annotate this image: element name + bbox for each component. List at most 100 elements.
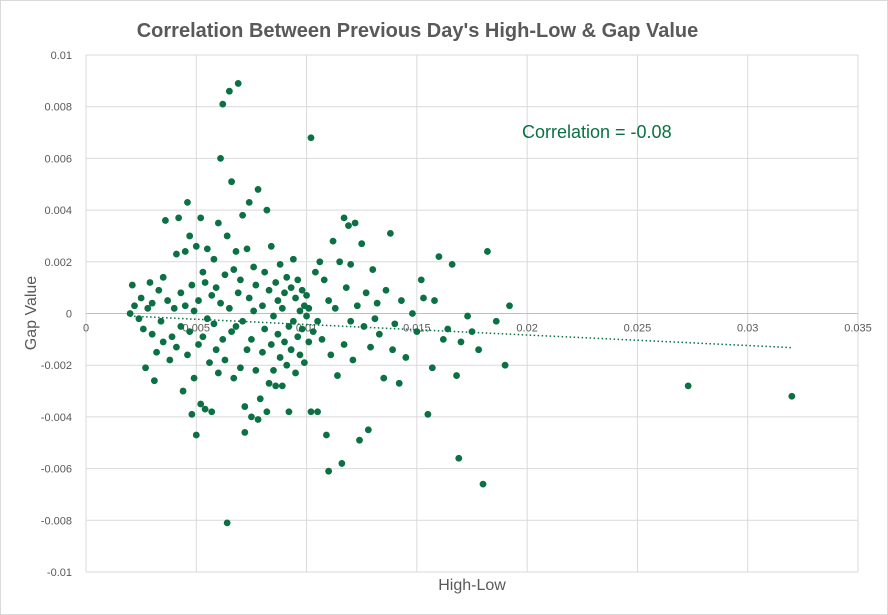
data-point xyxy=(256,395,264,403)
data-point xyxy=(192,242,200,250)
data-point xyxy=(237,276,244,284)
data-point xyxy=(455,454,463,462)
y-tick-label: -0.01 xyxy=(47,567,72,579)
data-point xyxy=(320,276,328,284)
data-point xyxy=(177,289,185,297)
data-point xyxy=(351,219,359,227)
data-point xyxy=(340,214,348,222)
data-point xyxy=(362,289,370,297)
data-point xyxy=(292,294,299,302)
data-point xyxy=(128,281,136,289)
data-point xyxy=(261,268,269,276)
data-point xyxy=(252,281,260,289)
data-point xyxy=(157,317,165,325)
data-point xyxy=(166,356,174,364)
data-point xyxy=(212,284,220,292)
data-point xyxy=(234,80,242,87)
data-point xyxy=(232,248,240,255)
data-point xyxy=(285,323,293,330)
data-point xyxy=(276,354,284,361)
data-point xyxy=(457,338,465,346)
data-point xyxy=(492,317,500,325)
data-point xyxy=(318,335,326,343)
data-point xyxy=(311,268,319,276)
data-point xyxy=(453,372,460,379)
data-point xyxy=(219,335,227,343)
data-point xyxy=(274,330,282,338)
data-point xyxy=(265,379,273,387)
data-point xyxy=(234,289,242,297)
data-point xyxy=(170,304,178,312)
data-point xyxy=(349,356,357,364)
data-point xyxy=(391,320,399,328)
data-point xyxy=(314,317,321,325)
data-point xyxy=(239,211,247,219)
data-point xyxy=(188,410,196,418)
data-point xyxy=(272,279,280,286)
data-point xyxy=(153,348,160,356)
data-point xyxy=(263,206,271,214)
y-tick-label: 0 xyxy=(66,309,72,321)
data-point xyxy=(283,361,291,369)
data-point xyxy=(287,346,295,354)
data-point xyxy=(329,237,337,245)
data-point xyxy=(323,431,330,439)
data-point xyxy=(283,273,291,281)
gridlines xyxy=(85,54,859,573)
data-point xyxy=(305,304,313,312)
data-point xyxy=(148,299,156,307)
data-point xyxy=(248,413,255,421)
data-point xyxy=(389,346,396,354)
data-point xyxy=(296,307,304,315)
data-point xyxy=(162,217,169,224)
data-point xyxy=(342,284,350,292)
data-point xyxy=(270,366,277,374)
data-point xyxy=(475,346,483,354)
data-point xyxy=(484,248,491,255)
data-point xyxy=(296,351,304,359)
data-point xyxy=(155,286,163,294)
data-point xyxy=(230,266,238,273)
data-point xyxy=(270,312,277,320)
data-point xyxy=(506,302,513,310)
data-point xyxy=(179,387,187,395)
data-point xyxy=(309,328,317,335)
data-point xyxy=(250,263,258,271)
data-point xyxy=(208,292,216,299)
data-point xyxy=(347,260,355,268)
data-point xyxy=(192,431,200,439)
data-point xyxy=(292,369,299,377)
data-point xyxy=(267,341,275,348)
data-point xyxy=(303,312,310,320)
x-tick-label: 0.03 xyxy=(737,323,758,335)
y-tick-label: 0.006 xyxy=(44,153,72,165)
data-point xyxy=(298,286,306,294)
data-point xyxy=(382,286,390,294)
data-point xyxy=(137,294,145,302)
data-point xyxy=(278,304,286,312)
data-point xyxy=(199,333,207,341)
data-point xyxy=(375,330,383,338)
data-point xyxy=(325,297,333,304)
data-point xyxy=(274,297,282,304)
data-point xyxy=(248,335,255,343)
data-point xyxy=(195,297,202,304)
x-tick-label: 0.035 xyxy=(844,323,872,335)
data-point xyxy=(241,403,249,410)
data-point xyxy=(468,328,476,335)
data-point xyxy=(305,338,313,346)
data-point xyxy=(214,219,222,227)
data-point xyxy=(272,382,280,390)
y-tick-label: -0.006 xyxy=(41,464,72,476)
data-point xyxy=(254,186,262,193)
data-point xyxy=(250,307,258,315)
data-point xyxy=(788,392,796,400)
data-point xyxy=(228,178,235,186)
x-axis-label: High-Low xyxy=(438,577,506,594)
data-point xyxy=(294,276,302,284)
data-point xyxy=(285,408,293,416)
data-point xyxy=(300,359,308,367)
data-point xyxy=(402,354,410,361)
data-point xyxy=(135,315,143,323)
data-point xyxy=(210,255,218,263)
